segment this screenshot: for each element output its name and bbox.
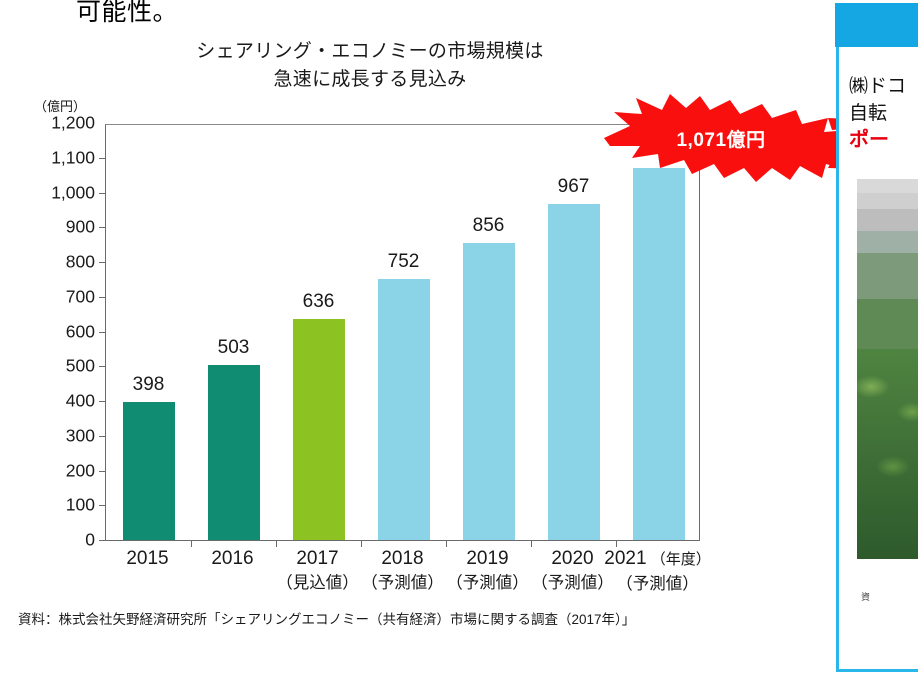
x-axis-tick-mark — [191, 540, 192, 547]
x-axis-tick-mark — [361, 540, 362, 547]
x-axis-category-qualifier: （予測値） — [531, 574, 614, 592]
bar-value-label: 398 — [132, 373, 165, 395]
photo-foliage — [857, 349, 918, 559]
x-axis-tick-mark — [531, 540, 532, 547]
side-panel-line-1: ㈱ドコ — [849, 76, 907, 97]
x-axis-category-year: 2020 — [551, 548, 594, 569]
y-axis-tick-label: 100 — [65, 494, 95, 515]
y-axis-tick-mark — [99, 157, 106, 159]
bar-value-label: 856 — [472, 214, 505, 236]
y-axis-unit-label: （億円） — [34, 99, 87, 114]
x-axis-category-2019: 2019 （予測値） — [446, 546, 529, 596]
x-axis-category-year: 2019 — [466, 548, 509, 569]
x-axis-category-2017: 2017 （見込値） — [276, 546, 359, 596]
y-axis-tick-label: 200 — [65, 460, 95, 480]
chart-title-line-2: 急速に成長する見込み — [273, 69, 467, 90]
bar-value-label: 752 — [387, 250, 420, 272]
side-panel-header: 事 — [835, 3, 918, 47]
y-axis-tick-label: 700 — [65, 286, 95, 307]
x-axis-category-2016: 2016 — [211, 546, 253, 571]
x-axis-category-year: 2015 — [126, 548, 169, 569]
bar-2019: 856 — [462, 215, 515, 540]
x-axis-category-year: 2017 — [296, 548, 339, 569]
y-axis-tick-label: 300 — [65, 425, 95, 446]
y-axis-tick-mark — [99, 296, 106, 298]
bar-2016: 503 — [207, 337, 260, 540]
x-axis-unit-label: （年度） — [646, 551, 711, 568]
y-axis-tick-label: 1,100 — [51, 147, 95, 168]
y-axis-tick-mark — [99, 366, 106, 368]
y-axis-tick-mark — [99, 435, 106, 437]
y-axis-tick-label: 0 — [85, 529, 95, 550]
y-axis-tick-mark — [99, 331, 106, 333]
x-axis-category-qualifier: （見込値） — [276, 574, 359, 592]
y-axis-tick-mark — [99, 262, 106, 263]
bar-2020: 967 — [547, 176, 600, 540]
y-axis-tick-mark — [99, 192, 106, 194]
x-axis-category-qualifier: （予測値） — [446, 574, 529, 592]
y-axis-tick-label: 500 — [65, 355, 95, 376]
x-axis-category-qualifier: （予測値） — [361, 574, 444, 592]
x-axis-category-2020: 2020 （予測値） — [531, 546, 614, 596]
side-panel-photo — [857, 179, 918, 559]
y-axis-tick-mark — [99, 470, 106, 472]
y-axis-tick-mark — [99, 401, 106, 402]
x-axis-tick-mark — [616, 540, 617, 547]
chart-title: シェアリング・エコノミーの市場規模は 急速に成長する見込み — [0, 38, 740, 94]
page-top-heading: 可能性。 — [76, 0, 179, 26]
x-axis-category-year: 2018 — [381, 548, 424, 569]
y-axis-tick-label: 1,000 — [51, 182, 95, 202]
x-axis-tick-mark — [446, 540, 447, 547]
side-panel-body: ㈱ドコ 自転 ポー — [849, 73, 918, 669]
y-axis-tick-label: 800 — [65, 251, 95, 272]
bar-value-label: 967 — [557, 175, 590, 197]
bar-value-label: 636 — [302, 291, 335, 312]
bar-2015: 398 — [122, 374, 175, 540]
bar-2021 — [632, 167, 685, 540]
x-axis-category-2018: 2018 （予測値） — [361, 546, 444, 596]
y-axis-tick-mark — [99, 505, 106, 507]
market-size-chart: シェアリング・エコノミーの市場規模は 急速に成長する見込み （億円） 1,200… — [0, 38, 916, 627]
bar-2018: 752 — [377, 251, 430, 540]
y-axis-tick-mark — [99, 540, 106, 541]
side-case-panel: 事 ㈱ドコ 自転 ポー 資 — [835, 3, 918, 672]
source-note: 資料：株式会社矢野経済研究所「シェアリングエコノミー（共有経済）市場に関する調査… — [18, 612, 636, 627]
x-axis-category-year: 2021 — [604, 548, 647, 569]
bar-series: 398 503 636 752 856 967 — [106, 125, 699, 540]
y-axis-tick-label: 900 — [65, 216, 95, 237]
x-axis-category-2021: 2021 （年度） （予測値） — [604, 546, 710, 597]
side-panel-photo-caption: 資 — [861, 592, 871, 602]
plot-area: 1,200 1,100 1,000 900 800 700 600 500 400 300 200 1… — [51, 113, 700, 550]
side-panel-line-2: 自転 — [849, 103, 888, 124]
y-axis-tick-label: 600 — [65, 321, 95, 341]
x-axis-category-year: 2016 — [211, 548, 254, 569]
chart-title-line-1: シェアリング・エコノミーの市場規模は — [196, 41, 544, 62]
y-axis-tick-label: 1,200 — [51, 112, 95, 133]
x-axis-category-2015: 2015 — [126, 546, 168, 571]
bar-2017: 636 — [292, 291, 345, 540]
y-axis-tick-mark — [99, 227, 106, 229]
y-axis-tick-label: 400 — [65, 390, 95, 411]
x-axis-tick-mark — [276, 540, 277, 547]
x-axis-category-qualifier: （予測値） — [616, 575, 699, 593]
side-panel-line-3: ポー — [849, 129, 889, 151]
bar-value-label: 503 — [217, 337, 250, 359]
